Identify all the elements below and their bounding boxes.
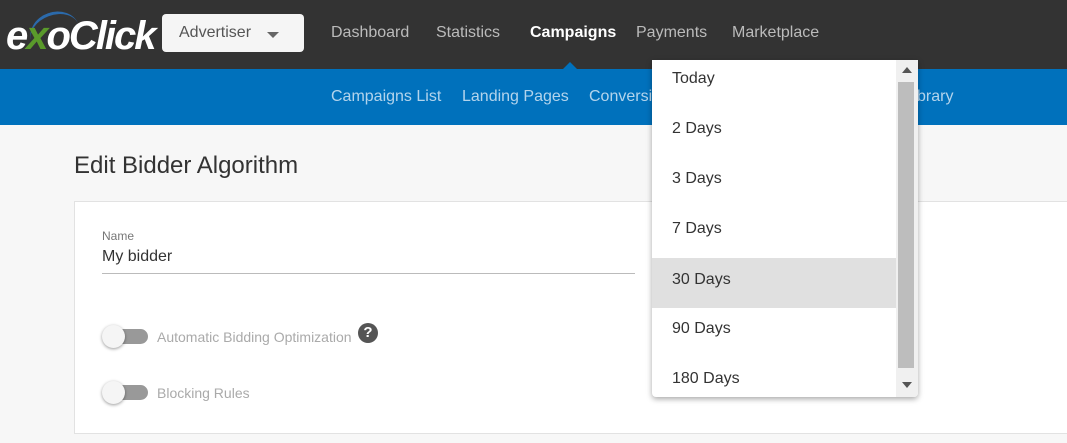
nav-campaigns[interactable]: Campaigns [530, 24, 617, 41]
bidder-form-card: Name My bidder Automatic Bidding Optimiz… [74, 201, 1067, 434]
account-type-label: Advertiser [179, 24, 252, 41]
period-dropdown-menu: Today 2 Days 3 Days 7 Days 30 Days 90 Da… [652, 60, 918, 397]
nav-payments[interactable]: Payments [636, 24, 708, 41]
top-bar: exoClick Advertiser Dashboard Statistics… [0, 0, 1067, 69]
nav-dashboard[interactable]: Dashboard [331, 24, 410, 41]
scroll-down-arrow-icon[interactable] [902, 382, 912, 388]
blocking-rules-toggle[interactable] [102, 381, 148, 404]
option-today[interactable]: Today [672, 70, 715, 87]
caret-down-icon [267, 32, 279, 38]
option-30-days[interactable]: 30 Days [652, 258, 896, 308]
subnav-library[interactable]: brary [917, 88, 954, 105]
nav-marketplace[interactable]: Marketplace [732, 24, 820, 41]
abo-toggle[interactable] [102, 325, 148, 348]
abo-label: Automatic Bidding Optimization [157, 329, 352, 345]
option-3-days[interactable]: 3 Days [672, 170, 722, 187]
blocking-rules-label: Blocking Rules [157, 385, 250, 401]
subnav-campaigns-list[interactable]: Campaigns List [331, 88, 442, 105]
active-nav-pointer [563, 62, 577, 69]
name-input[interactable]: My bidder [102, 248, 635, 274]
option-7-days[interactable]: 7 Days [672, 220, 722, 237]
account-type-dropdown[interactable]: Advertiser [162, 14, 304, 52]
subnav-landing-pages[interactable]: Landing Pages [462, 88, 569, 105]
name-label: Name [102, 229, 135, 243]
option-2-days[interactable]: 2 Days [672, 120, 722, 137]
subnav-conversions[interactable]: Conversi [589, 88, 653, 105]
nav-statistics[interactable]: Statistics [436, 24, 501, 41]
scrollbar-thumb[interactable] [898, 82, 914, 368]
option-90-days[interactable]: 90 Days [672, 320, 731, 337]
option-180-days[interactable]: 180 Days [672, 370, 740, 387]
page-title: Edit Bidder Algorithm [74, 152, 299, 179]
dropdown-scrollbar[interactable] [896, 60, 918, 397]
help-icon[interactable]: ? [358, 323, 378, 343]
scroll-up-arrow-icon[interactable] [902, 67, 912, 73]
logo[interactable]: exoClick [6, 14, 157, 58]
